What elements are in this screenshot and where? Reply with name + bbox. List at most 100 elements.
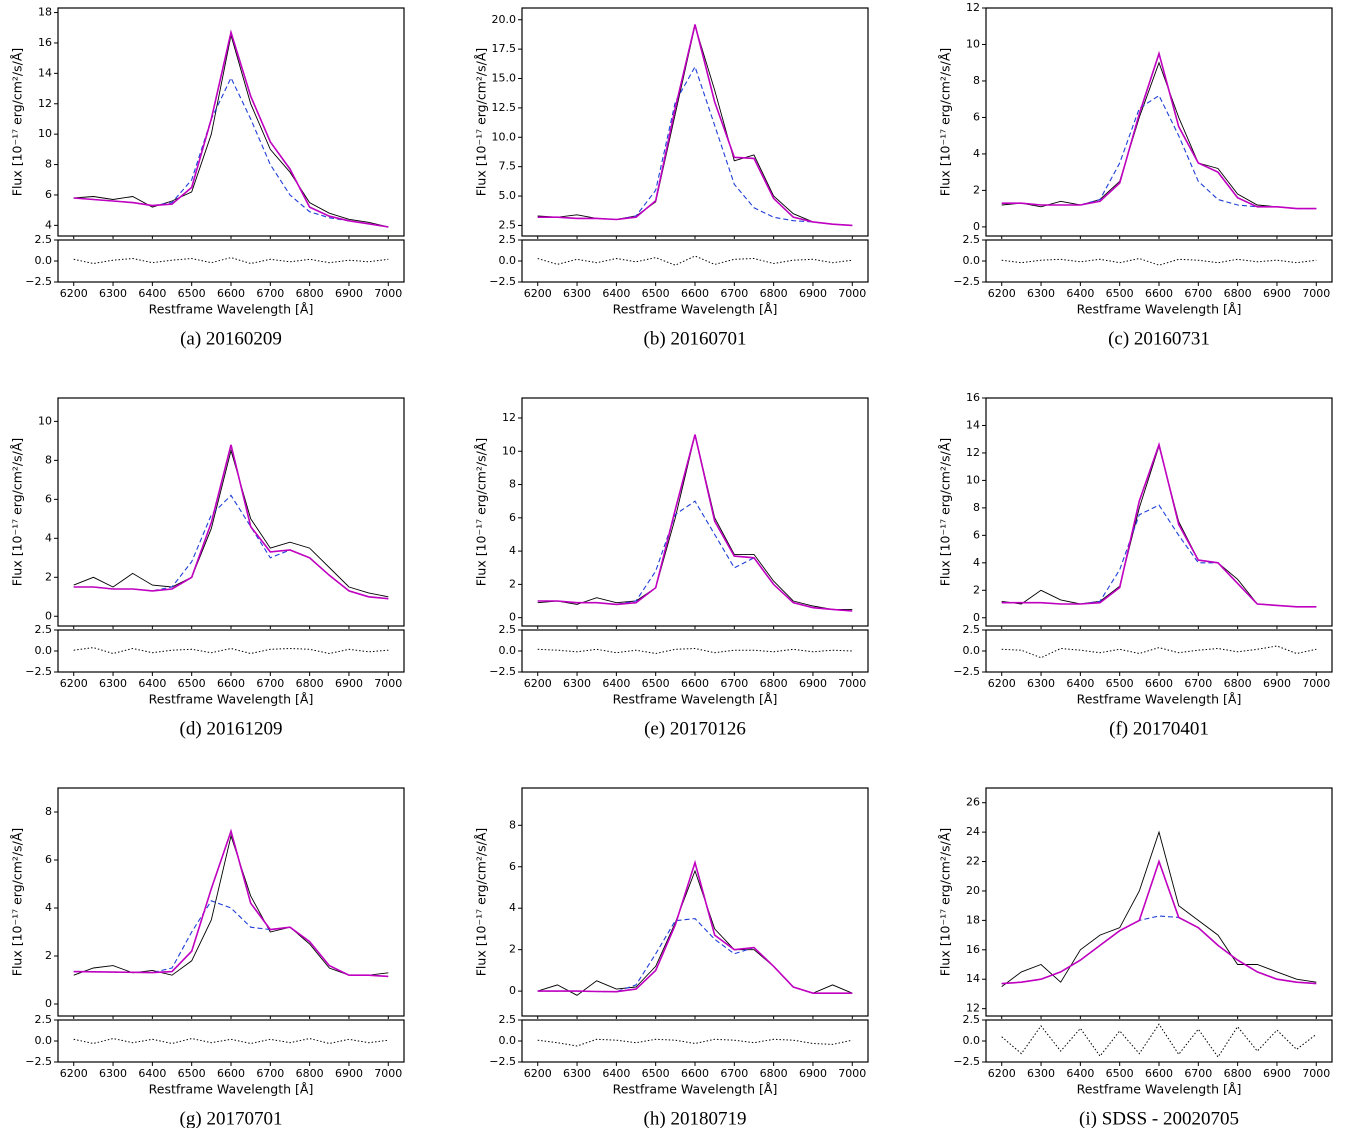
spectrum-line [1001, 504, 1317, 608]
x-tick-label: 6400 [602, 677, 630, 690]
residual-line [1001, 1023, 1317, 1058]
residual-frame [57, 629, 405, 673]
x-tick-label: 6800 [760, 677, 788, 690]
y-tick-label: 6 [973, 528, 980, 541]
main-frame [57, 787, 405, 1017]
x-tick-label: 6300 [99, 287, 127, 300]
x-tick-label: 6200 [988, 1067, 1016, 1080]
residual-line [537, 255, 853, 266]
x-tick-label: 6400 [602, 287, 630, 300]
y-tick-label: 10 [502, 444, 516, 457]
main-frame [985, 787, 1333, 1017]
x-tick-label: 6200 [60, 1067, 88, 1080]
y-tick-label: 10 [38, 127, 52, 140]
x-tick-label: 6400 [138, 677, 166, 690]
x-tick-label: 6900 [799, 677, 827, 690]
y-tick-label: 4 [45, 531, 52, 544]
caption: (e) 20170126 [644, 718, 746, 739]
residual-line [537, 647, 853, 655]
residual-frame [521, 239, 869, 283]
x-tick-label: 6800 [1224, 1067, 1252, 1080]
x-tick-label: 6700 [720, 1067, 748, 1080]
spectrum-line [73, 834, 389, 976]
x-tick-label: 6200 [60, 287, 88, 300]
x-tick-label: 6800 [1224, 677, 1252, 690]
x-tick-label: 6900 [335, 1067, 363, 1080]
r-tick-label: −2.5 [489, 1055, 516, 1068]
x-tick-label: 6700 [256, 287, 284, 300]
spectrum-line [73, 494, 389, 600]
spectrum-line [1001, 61, 1317, 210]
x-tick-label: 6700 [1184, 677, 1212, 690]
x-tick-label: 6200 [524, 1067, 552, 1080]
panel: 0 2 4 6 8 10 12 14 16 2.5 0.0 −2.5 6200 6300 6400 6500 6… [938, 391, 1333, 739]
y-tick-label: 18 [38, 6, 52, 19]
spectrum-line [537, 24, 853, 227]
panel: 0 2 4 6 8 2.5 0.0 −2.5 6200 6300 6400 6500 6600 6700 6… [474, 787, 869, 1128]
residual-frame [985, 629, 1333, 673]
residual-frame [521, 629, 869, 673]
x-tick-label: 6500 [1106, 287, 1134, 300]
y-axis-label: Flux [10⁻¹⁷ erg/cm²/s/Å] [938, 828, 953, 977]
y-tick-label: 24 [966, 825, 980, 838]
y-tick-label: 4 [509, 901, 516, 914]
y-tick-label: 14 [966, 972, 980, 985]
x-tick-label: 6800 [296, 1067, 324, 1080]
residual-frame [985, 239, 1333, 283]
x-tick-label: 6900 [799, 1067, 827, 1080]
spectrum-line [1001, 859, 1317, 985]
x-tick-label: 6700 [1184, 1067, 1212, 1080]
y-axis-label: Flux [10⁻¹⁷ erg/cm²/s/Å] [10, 438, 25, 587]
y-tick-label: 12 [966, 1002, 980, 1015]
x-tick-label: 6400 [138, 287, 166, 300]
x-axis-label: Restframe Wavelength [Å] [149, 302, 314, 317]
y-tick-label: 6 [973, 110, 980, 123]
y-tick-label: 5.0 [499, 189, 517, 202]
y-tick-label: 2 [509, 943, 516, 956]
main-frame [521, 7, 869, 237]
x-tick-label: 7000 [1302, 287, 1330, 300]
y-axis-label: Flux [10⁻¹⁷ erg/cm²/s/Å] [938, 48, 953, 197]
y-tick-label: 0 [45, 609, 52, 622]
spectrum-line [73, 35, 389, 228]
caption: (g) 20170701 [180, 1108, 283, 1128]
spectrum-line [73, 900, 389, 977]
y-tick-label: 16 [38, 36, 52, 49]
caption: (d) 20161209 [180, 718, 283, 739]
y-tick-label: 0 [509, 984, 516, 997]
x-tick-label: 6700 [720, 287, 748, 300]
y-tick-label: 10 [966, 37, 980, 50]
spectrum-line [1001, 830, 1317, 987]
main-frame [521, 397, 869, 627]
spectrum-line [1001, 441, 1317, 608]
r-tick-label: 2.5 [35, 1013, 53, 1026]
spectrum-line [537, 65, 853, 226]
y-tick-label: 4 [973, 556, 980, 569]
x-tick-label: 6500 [178, 1067, 206, 1080]
x-tick-label: 6600 [1145, 677, 1173, 690]
main-frame [985, 7, 1333, 237]
y-tick-label: 2 [973, 583, 980, 596]
x-tick-label: 6200 [60, 677, 88, 690]
y-tick-label: 4 [45, 218, 52, 231]
main-frame [521, 787, 869, 1017]
x-tick-label: 6300 [563, 677, 591, 690]
r-tick-label: 2.5 [35, 233, 53, 246]
residual-frame [57, 1019, 405, 1063]
panel: 4 6 8 10 12 14 16 18 2.5 0.0 −2.5 6200 6300 6400 6500 6… [10, 6, 405, 349]
x-tick-label: 6600 [1145, 1067, 1173, 1080]
x-tick-label: 6700 [720, 677, 748, 690]
x-tick-label: 6600 [217, 1067, 245, 1080]
residual-line [537, 1038, 853, 1047]
x-axis-label: Restframe Wavelength [Å] [1077, 1082, 1242, 1097]
y-tick-label: 12 [502, 411, 516, 424]
r-tick-label: 2.5 [35, 623, 53, 636]
y-tick-label: 2 [45, 949, 52, 962]
spectrum-line [1001, 50, 1317, 210]
y-tick-label: 2 [973, 183, 980, 196]
residual-frame [985, 1019, 1333, 1063]
r-tick-label: −2.5 [953, 665, 980, 678]
spectrum-line [537, 434, 853, 612]
y-tick-label: 0 [973, 611, 980, 624]
x-tick-label: 6600 [681, 287, 709, 300]
